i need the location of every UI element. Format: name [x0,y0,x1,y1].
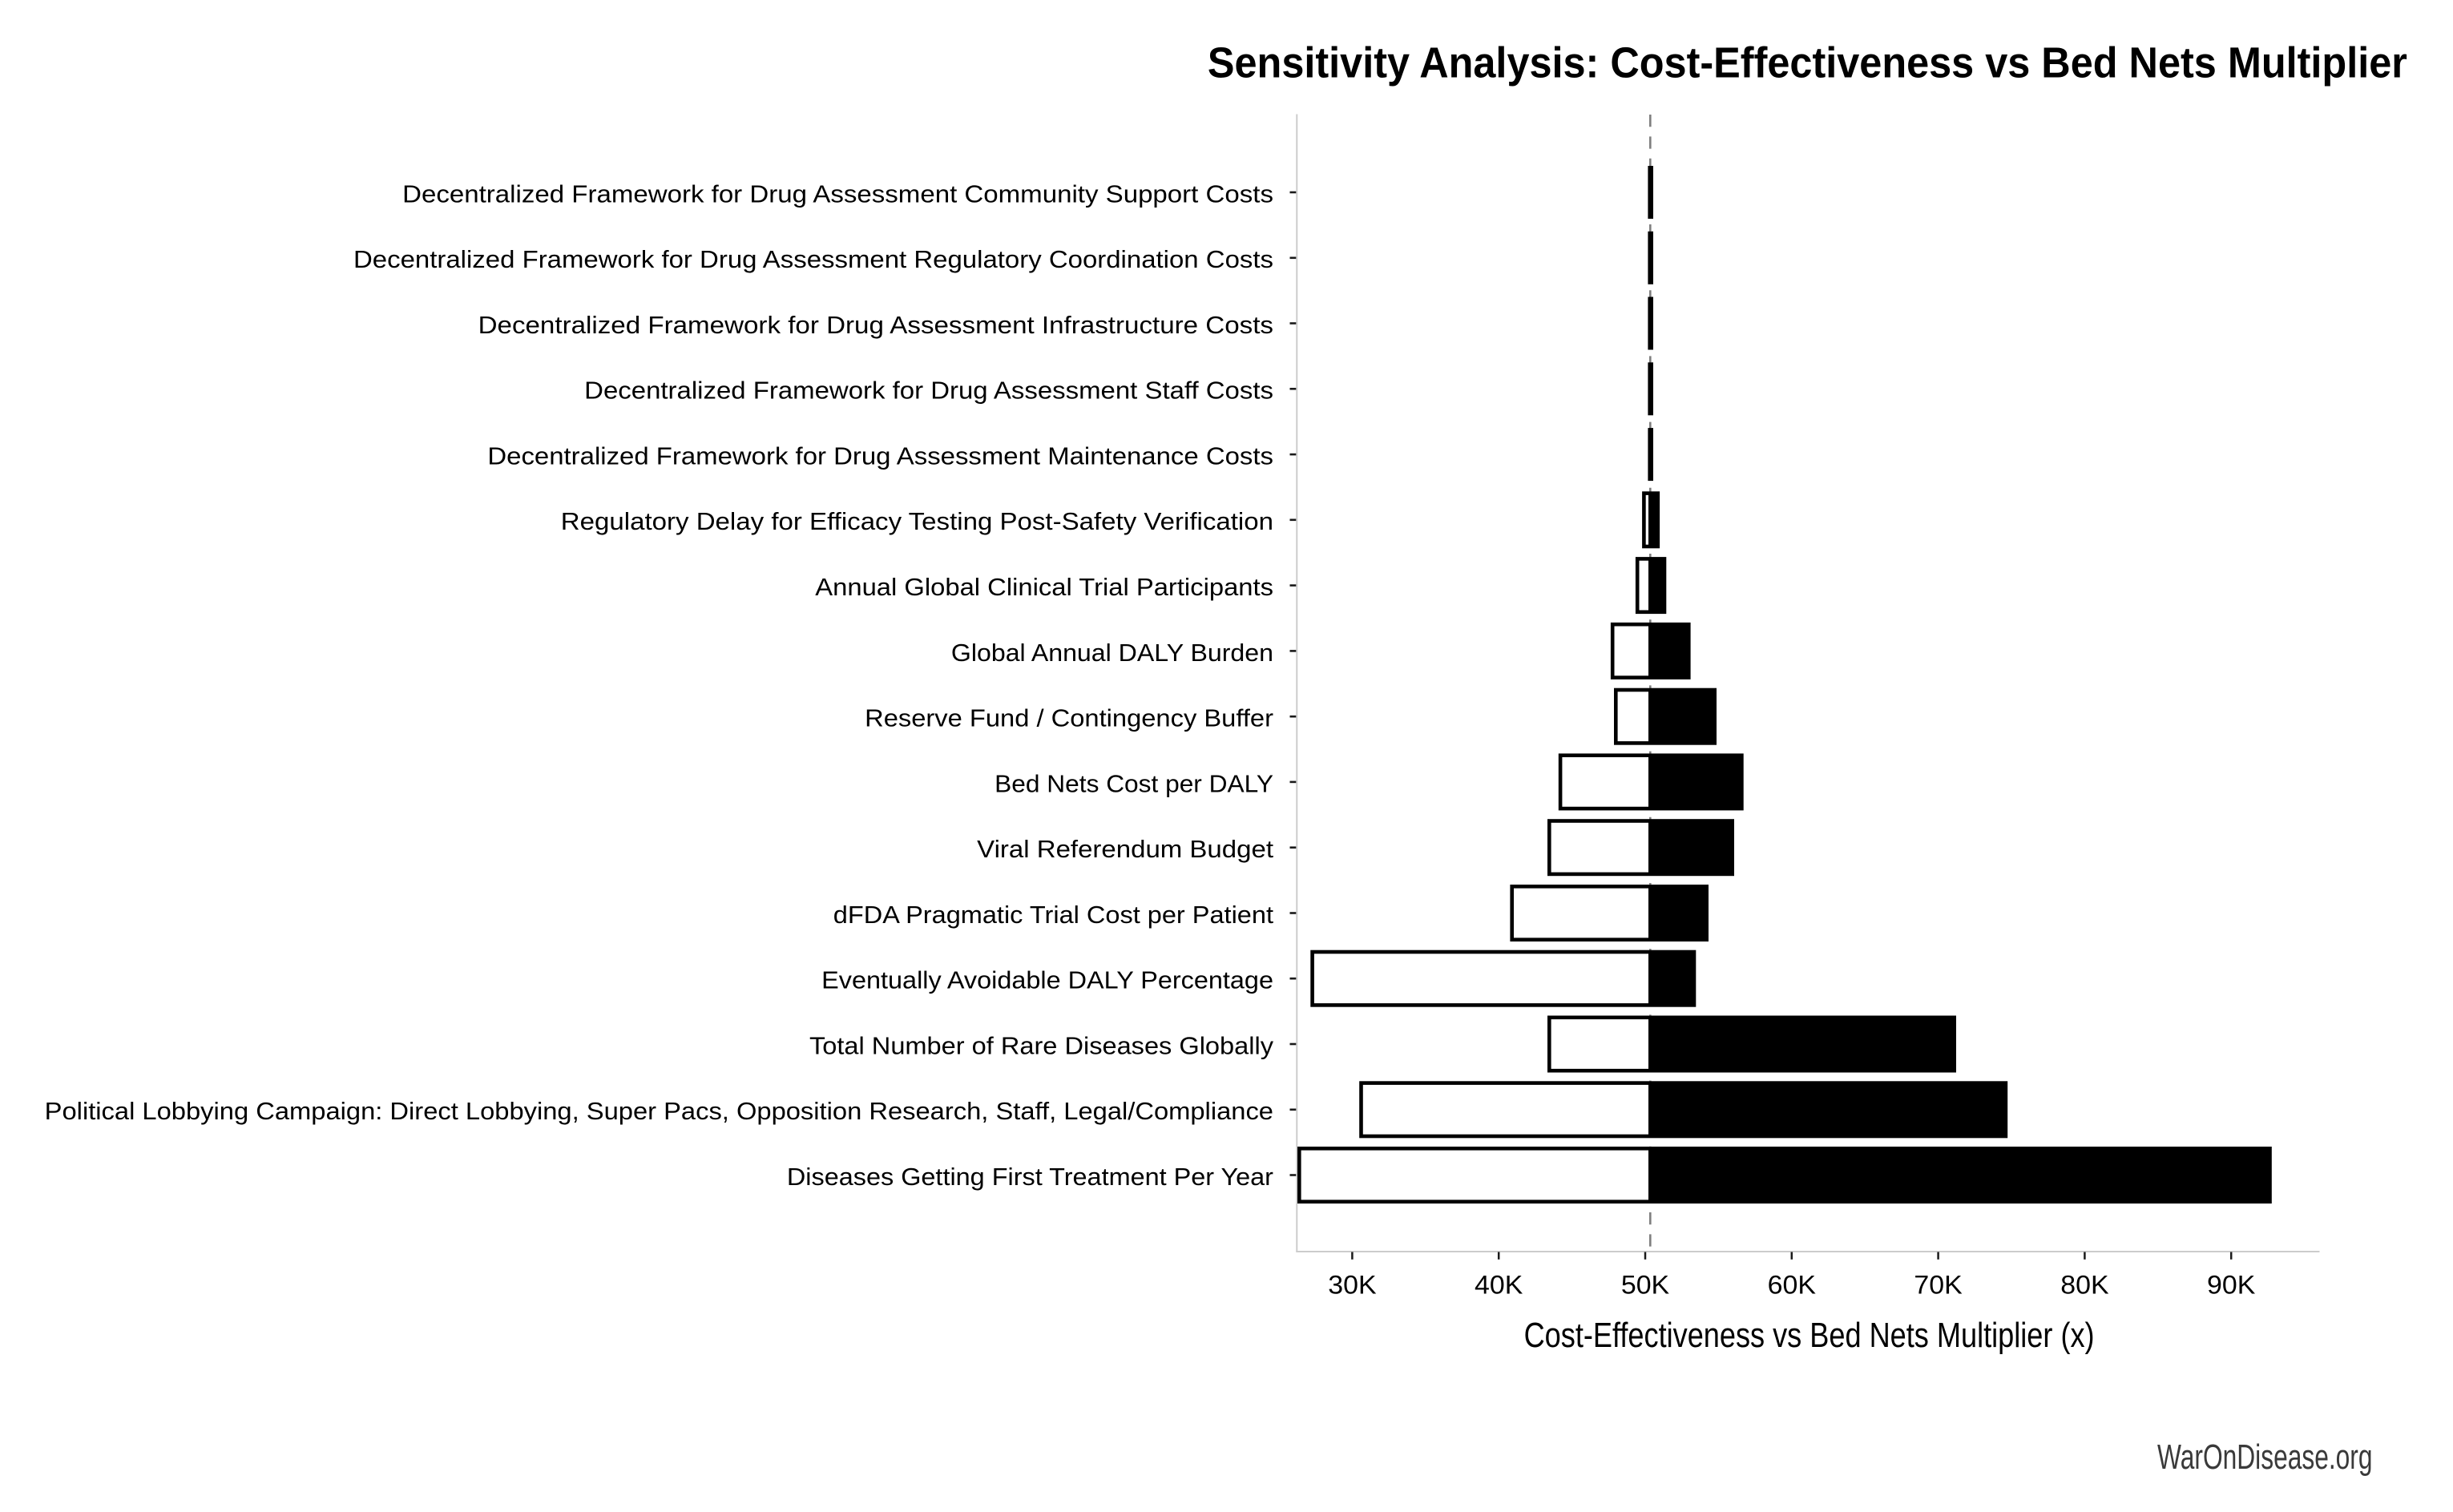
svg-text:Diseases Getting First Treatme: Diseases Getting First Treatment Per Yea… [787,1164,1273,1191]
svg-text:WarOnDisease.org: WarOnDisease.org [2157,1438,2373,1477]
svg-text:Cost-Effectiveness vs Bed Nets: Cost-Effectiveness vs Bed Nets Multiplie… [1524,1316,2095,1355]
svg-text:Decentralized Framework for Dr: Decentralized Framework for Drug Assessm… [402,181,1273,208]
svg-text:Regulatory Delay for Efficacy: Regulatory Delay for Efficacy Testing Po… [561,509,1273,535]
svg-text:Decentralized Framework for Dr: Decentralized Framework for Drug Assessm… [353,247,1273,273]
svg-text:80K: 80K [2060,1270,2109,1299]
svg-text:70K: 70K [1914,1270,1963,1299]
svg-text:Political Lobbying Campaign: D: Political Lobbying Campaign: Direct Lobb… [45,1099,1273,1125]
svg-text:Annual Global Clinical Trial P: Annual Global Clinical Trial Participant… [815,575,1273,601]
svg-text:Total Number of Rare Diseases: Total Number of Rare Diseases Globally [809,1033,1274,1059]
svg-text:dFDA Pragmatic Trial Cost per: dFDA Pragmatic Trial Cost per Patient [833,902,1274,929]
svg-text:Viral Referendum Budget: Viral Referendum Budget [977,837,1273,863]
svg-text:Sensitivity Analysis: Cost-Eff: Sensitivity Analysis: Cost-Effectiveness… [1208,40,2407,87]
svg-text:Eventually Avoidable DALY Perc: Eventually Avoidable DALY Percentage [821,968,1273,994]
svg-text:Reserve Fund / Contingency Buf: Reserve Fund / Contingency Buffer [865,706,1273,732]
svg-text:Global Annual DALY Burden: Global Annual DALY Burden [951,640,1273,667]
svg-text:50K: 50K [1621,1270,1670,1299]
svg-text:Decentralized Framework for Dr: Decentralized Framework for Drug Assessm… [584,378,1273,405]
svg-text:60K: 60K [1768,1270,1817,1299]
svg-text:Decentralized Framework for Dr: Decentralized Framework for Drug Assessm… [487,444,1273,470]
svg-text:90K: 90K [2207,1270,2256,1299]
svg-text:30K: 30K [1328,1270,1377,1299]
svg-text:Bed Nets Cost per DALY: Bed Nets Cost per DALY [995,771,1273,797]
svg-text:40K: 40K [1475,1270,1523,1299]
svg-text:Decentralized Framework for Dr: Decentralized Framework for Drug Assessm… [478,312,1273,339]
